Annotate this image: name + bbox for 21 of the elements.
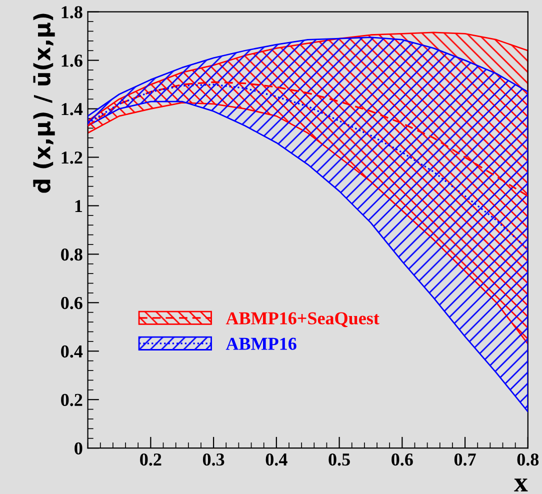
x-tick-label: 0.2 — [140, 453, 162, 466]
x-tick-label: 0.6 — [392, 453, 413, 466]
y-tick-label: 1.4 — [62, 103, 83, 116]
y-tick-label: 0.4 — [61, 345, 83, 358]
x-tick-label: 0.4 — [266, 453, 288, 466]
y-tick-label: 0.6 — [61, 296, 82, 310]
x-tick-label: 0.7 — [454, 453, 476, 466]
legend-label: ABMP16 — [226, 338, 296, 350]
legend-label: ABMP16+SeaQuest — [226, 312, 380, 328]
y-tick-label: 1.6 — [62, 54, 82, 67]
x-axis-title: x — [514, 478, 528, 492]
x-tick-label: 0.3 — [202, 453, 224, 466]
y-axis-title: d̄ (x,μ) / ū(x,μ) — [33, 14, 55, 193]
y-tick-label: 0.8 — [61, 248, 82, 261]
x-tick-label: 0.5 — [328, 453, 350, 466]
y-tick-label: 1.8 — [62, 6, 82, 18]
y-tick-label: 1 — [75, 200, 82, 212]
y-tick-label: 0 — [74, 442, 82, 454]
y-tick-label: 1.2 — [62, 152, 82, 164]
y-tick-label: 0.2 — [61, 394, 82, 406]
x-tick-label: 0.8 — [517, 453, 539, 466]
